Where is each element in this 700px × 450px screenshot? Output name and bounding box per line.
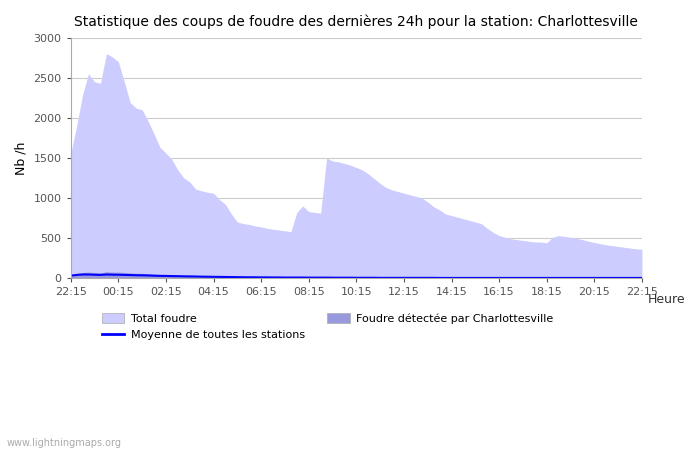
Y-axis label: Nb /h: Nb /h	[15, 141, 28, 175]
Legend: Total foudre, Moyenne de toutes les stations, Foudre détectée par Charlottesvill: Total foudre, Moyenne de toutes les stat…	[97, 309, 558, 345]
Title: Statistique des coups de foudre des dernières 24h pour la station: Charlottesvil: Statistique des coups de foudre des dern…	[74, 15, 638, 30]
Text: Heure: Heure	[648, 292, 685, 306]
Text: www.lightningmaps.org: www.lightningmaps.org	[7, 438, 122, 448]
